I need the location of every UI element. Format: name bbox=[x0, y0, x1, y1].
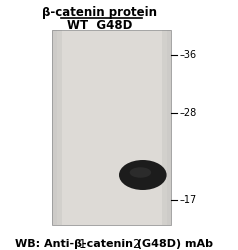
FancyBboxPatch shape bbox=[52, 30, 57, 225]
FancyBboxPatch shape bbox=[167, 30, 171, 225]
Ellipse shape bbox=[130, 167, 151, 178]
FancyBboxPatch shape bbox=[52, 30, 62, 225]
Text: –17: –17 bbox=[180, 195, 197, 205]
Text: WT  G48D: WT G48D bbox=[67, 19, 133, 32]
Text: β-catenin protein: β-catenin protein bbox=[42, 6, 158, 19]
Text: 1: 1 bbox=[78, 238, 86, 250]
Text: –36: –36 bbox=[180, 50, 197, 60]
FancyBboxPatch shape bbox=[162, 30, 171, 225]
Text: –28: –28 bbox=[180, 108, 197, 118]
Ellipse shape bbox=[119, 160, 167, 190]
Text: WB: Anti-β-catenin (G48D) mAb: WB: Anti-β-catenin (G48D) mAb bbox=[15, 239, 213, 249]
Text: 2: 2 bbox=[132, 238, 139, 250]
FancyBboxPatch shape bbox=[52, 30, 171, 225]
